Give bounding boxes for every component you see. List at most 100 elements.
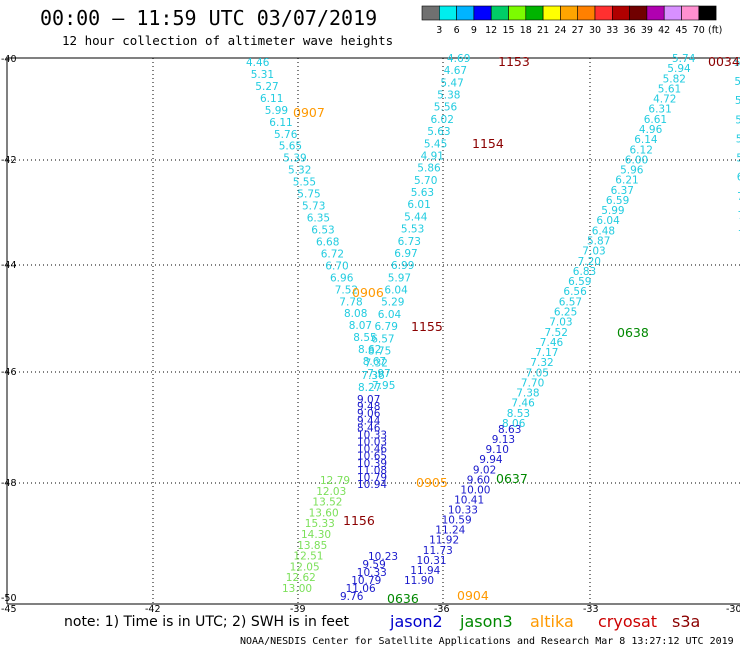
swh-value: 4.67 [444, 65, 467, 77]
swh-value: 11.94 [410, 565, 440, 577]
scale-label: 18 [520, 25, 532, 36]
swh-value: 6.53 [311, 225, 334, 237]
swh-value: 11.73 [423, 545, 453, 557]
scale-swatch [698, 5, 717, 21]
swh-value: 6.11 [269, 117, 292, 129]
scale-label: 21 [537, 25, 549, 36]
swh-value: 6.01 [407, 199, 430, 211]
footer-note: note: 1) Time is in UTC; 2) SWH is in fe… [64, 614, 350, 630]
swh-value: 5. [736, 153, 740, 165]
scale-swatch [594, 5, 613, 21]
swh-value: 9.06 [357, 408, 381, 420]
scale-label: 36 [624, 25, 636, 36]
swh-value: 10.33 [448, 505, 478, 517]
swh-value: 10.46 [357, 444, 387, 456]
swh-value: 9.13 [492, 434, 515, 446]
scale-label: 12 [485, 25, 497, 36]
swh-value: 8.06 [502, 418, 526, 430]
latitude-labels: -40 -42 -44 -46 -48 -50 -45 [1, 54, 17, 615]
swh-value: 12.79 [320, 475, 350, 487]
swh-value: 12.62 [286, 572, 316, 584]
plot-area [6, 57, 740, 605]
swh-value: 6.12 [630, 144, 653, 156]
swh-value: 9.76 [340, 591, 364, 603]
swh-value: 5.61 [658, 83, 681, 95]
swh-value: 5.63 [427, 126, 450, 138]
lon-label: -36 [434, 604, 450, 615]
swh-value: 6.25 [554, 307, 577, 319]
swh-value: 9.02 [473, 464, 496, 476]
swh-value: 6.72 [321, 248, 344, 260]
swh-value: 9.59 [362, 559, 385, 571]
swh-value: 10.79 [351, 575, 381, 587]
swh-value: 12.51 [293, 551, 323, 563]
swh-value: 5.38 [437, 90, 460, 102]
swh-value: 5.39 [283, 153, 306, 165]
swh-value: 6.02 [431, 114, 454, 126]
lon-label: -42 [145, 604, 161, 615]
swh-value: 6.57 [559, 296, 582, 308]
swh-value: 6.14 [634, 134, 658, 146]
swh-value: 6.37 [611, 185, 634, 197]
swh-value: 5.44 [404, 211, 428, 223]
swh-value: 7.46 [540, 337, 564, 349]
pass-label: 0636 [387, 591, 419, 606]
lon-label: -39 [290, 604, 306, 615]
swh-value: 11.90 [404, 575, 434, 587]
lat-label: -46 [1, 367, 17, 378]
swh-value: 7.32 [365, 358, 388, 370]
pass-label: 0905 [416, 475, 448, 490]
swh-value: 5.32 [288, 165, 311, 177]
lon-label: -33 [583, 604, 599, 615]
swh-value: 5.70 [414, 175, 437, 187]
swh-value: 5.29 [381, 297, 404, 309]
swh-value: 5.82 [663, 73, 686, 85]
swh-value: 8.75 [368, 345, 391, 357]
swh-value: 6.21 [615, 175, 638, 187]
pass-label: 0637 [496, 471, 528, 486]
lat-label: -42 [1, 155, 17, 166]
pass-label: 0906 [352, 285, 384, 300]
satellite-cryosat: cryosat [598, 612, 657, 631]
swh-value: 10.33 [357, 429, 387, 441]
swh-value: 5.56 [434, 102, 458, 114]
swh-value: 8.53 [507, 408, 530, 420]
swh-value: 7.38 [516, 388, 539, 400]
swh-value: 8.55 [353, 332, 376, 344]
swh-value: 11.06 [346, 583, 376, 595]
swh-value: 5.31 [251, 69, 274, 81]
swh-value: 13.52 [312, 497, 342, 509]
swh-value: 5.99 [265, 105, 288, 117]
pass-label: 1154 [472, 136, 504, 151]
swh-value: 9.10 [486, 444, 509, 456]
swh-value: 5.99 [601, 205, 624, 217]
swh-value: 5. [734, 76, 740, 88]
scale-label: 3 [436, 25, 442, 36]
swh-value: 7.95 [372, 380, 395, 392]
swh-value: 10.33 [357, 567, 387, 579]
swh-value: 6.57 [371, 333, 394, 345]
swh-value: 8.07 [349, 320, 372, 332]
swh-value: 5.27 [255, 81, 278, 93]
swh-value: 7.36 [361, 370, 385, 382]
scale-swatch [611, 5, 630, 21]
scale-label: 33 [606, 25, 618, 36]
swh-value: 11.08 [357, 465, 387, 477]
scale-label: 39 [641, 25, 653, 36]
pass-label: 1153 [498, 54, 530, 69]
longitude-labels: -42 -39 -36 -33 -30 [145, 604, 740, 615]
swh-value: 10.23 [368, 551, 398, 563]
scale-swatch [681, 5, 700, 21]
lat-label-bottom: -45 [1, 604, 17, 615]
swh-value: 9.44 [357, 415, 381, 427]
swh-value: 5.76 [274, 129, 298, 141]
swh-value: 5.63 [411, 187, 434, 199]
swh-value: 6.73 [398, 236, 421, 248]
swh-value: 5. [735, 114, 740, 126]
swh-value: 5. [736, 133, 740, 145]
pass-label: 0034 [708, 54, 740, 69]
swh-value: 5.47 [440, 77, 463, 89]
swh-value: 4.72 [653, 94, 676, 106]
swh-value: 7.32 [530, 357, 553, 369]
swh-value: 4.46 [246, 57, 270, 69]
